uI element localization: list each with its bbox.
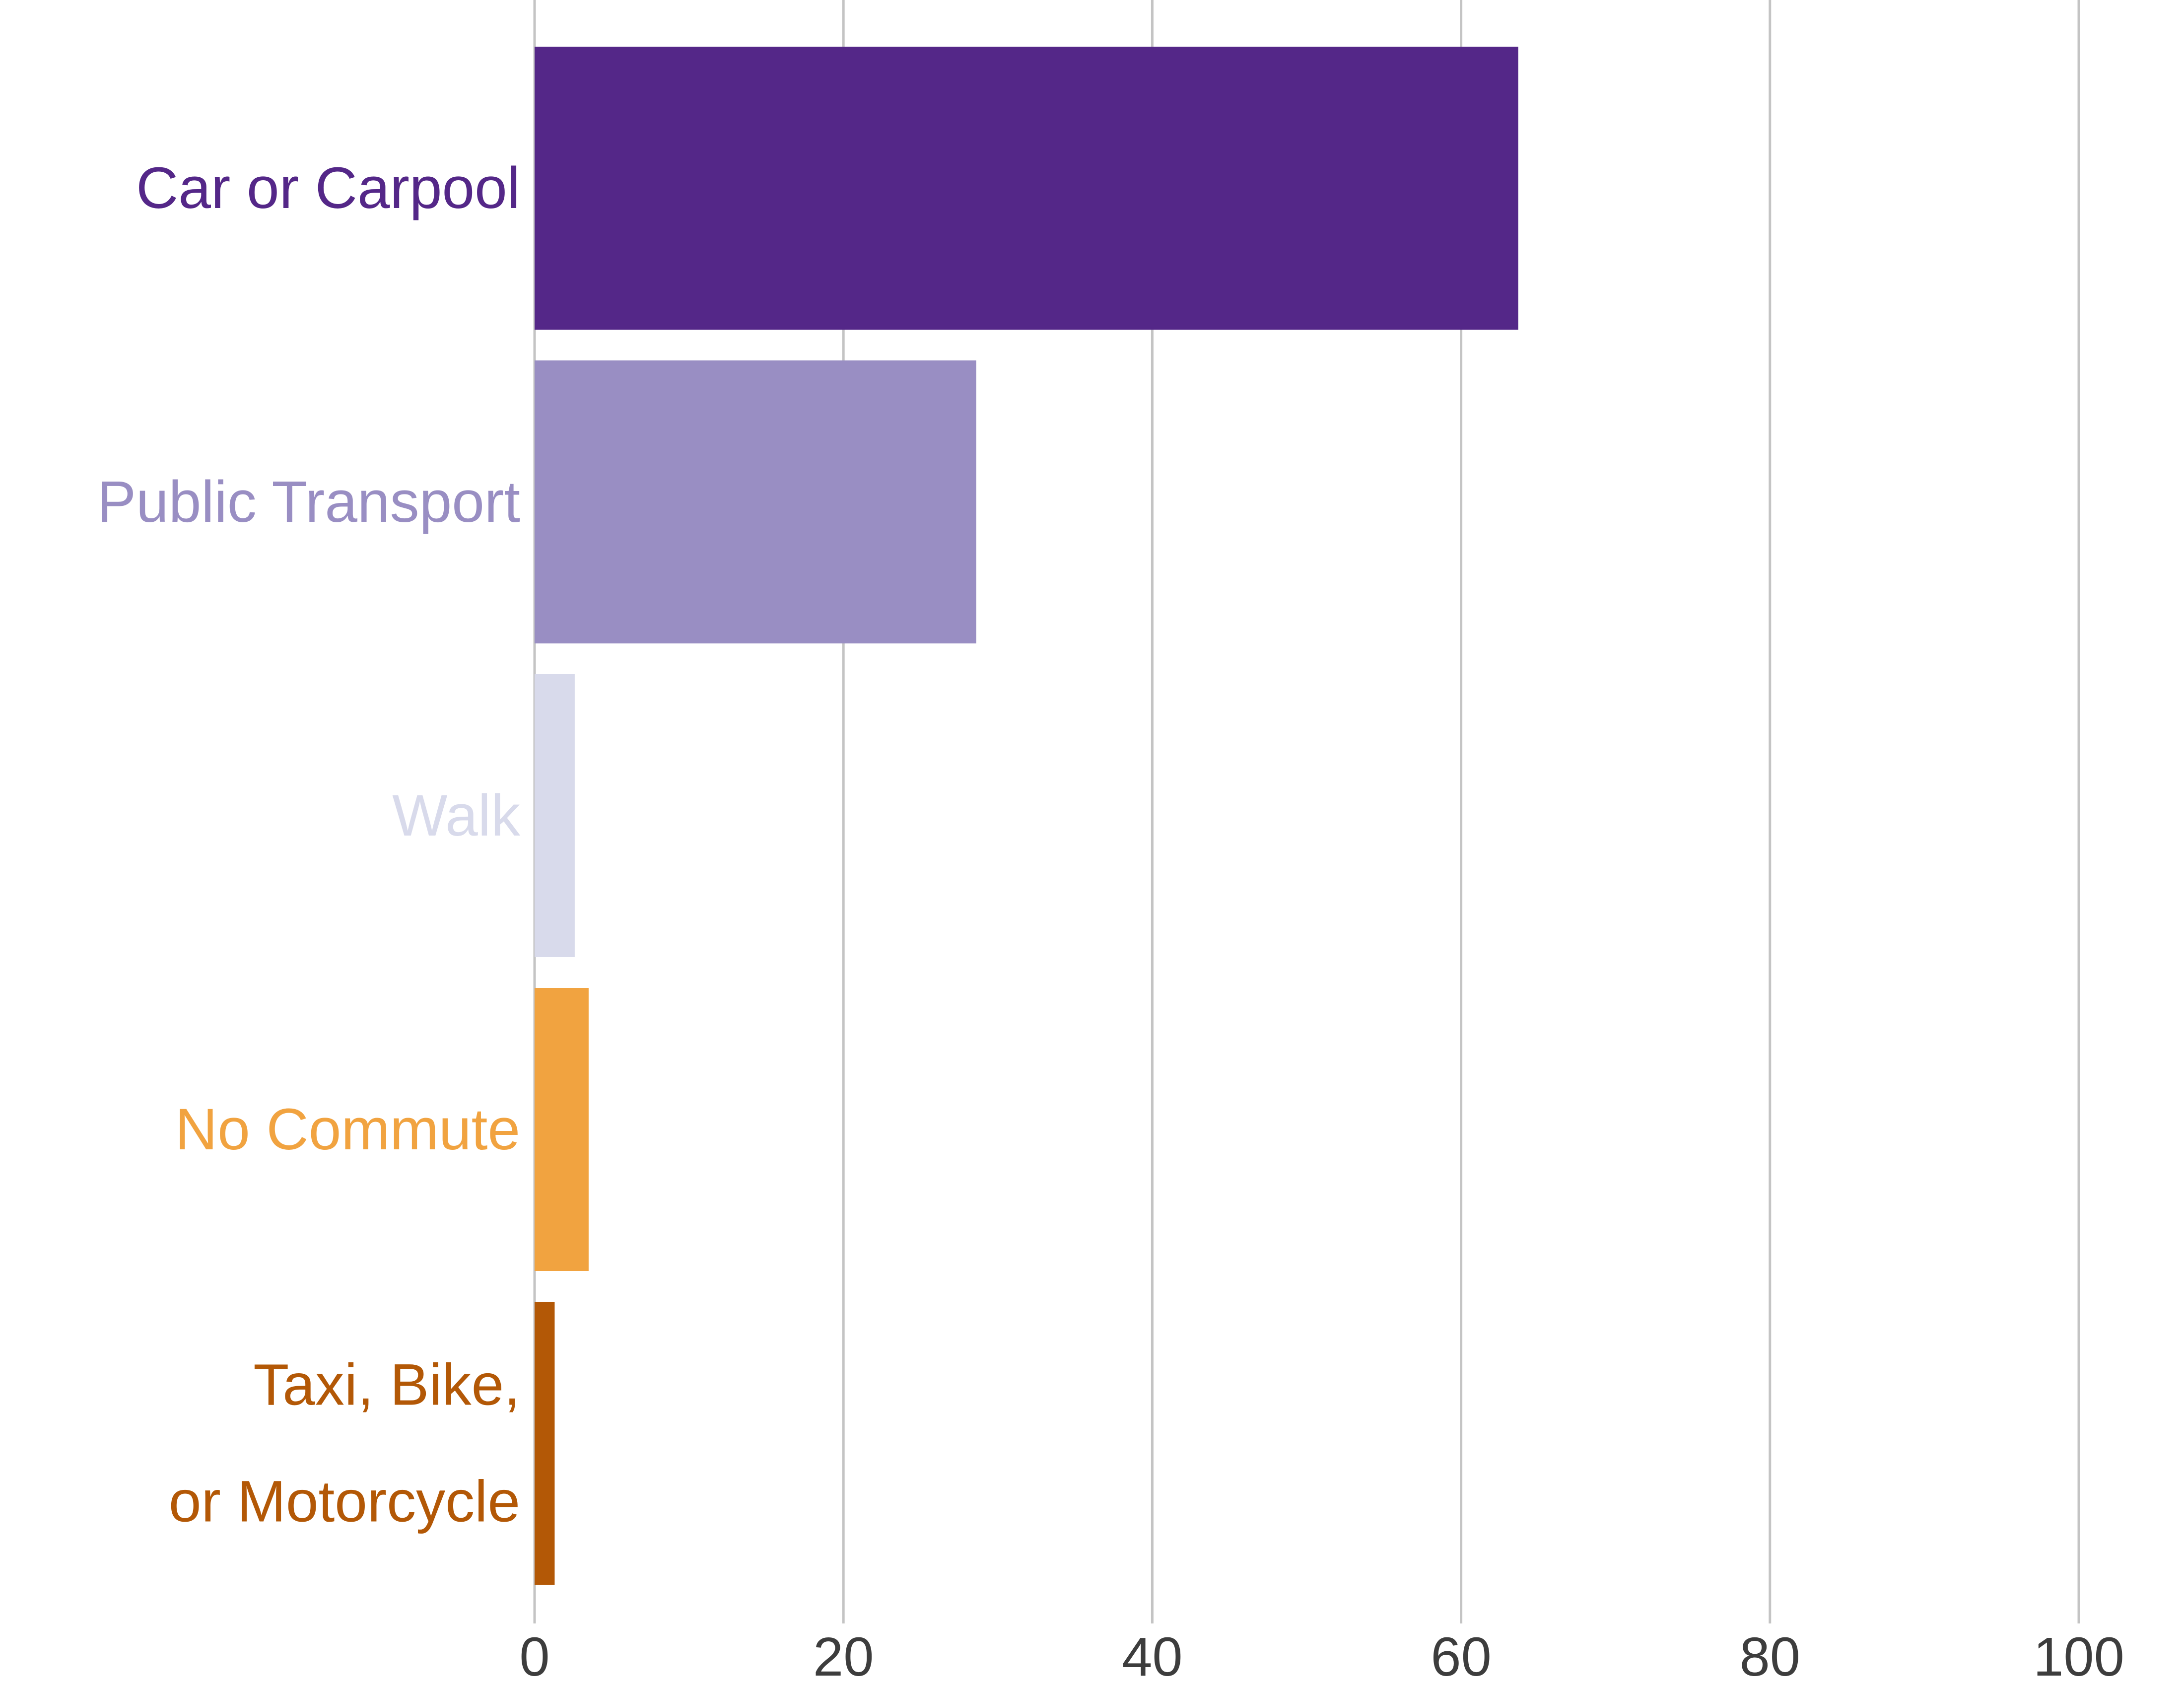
x-tick-label-100: 100 xyxy=(2033,1626,2124,1688)
bar-car-or-carpool xyxy=(535,47,1518,330)
bar-taxi-bike-or-motorcycle xyxy=(535,1302,555,1585)
category-label-line: No Commute xyxy=(175,1097,520,1162)
x-tick-label-0: 0 xyxy=(519,1626,549,1688)
x-axis-ticks: 0 20 40 60 80 100 xyxy=(519,1626,2124,1688)
category-label-line: Car or Carpool xyxy=(136,155,520,221)
category-label-line: Walk xyxy=(392,783,521,848)
bar-public-transport xyxy=(535,360,976,643)
x-tick-label-20: 20 xyxy=(813,1626,874,1688)
x-tick-label-60: 60 xyxy=(1431,1626,1491,1688)
category-labels: Car or Carpool Public Transport Walk No Com… xyxy=(97,155,521,1535)
category-label-car-or-carpool: Car or Carpool xyxy=(136,155,520,221)
category-label-line: Public Transport xyxy=(97,469,520,535)
x-tick-label-40: 40 xyxy=(1122,1626,1182,1688)
category-label-public-transport: Public Transport xyxy=(97,469,520,535)
category-label-taxi-bike-or-motorcycle: Taxi, Bike, or Motorcycle xyxy=(169,1352,520,1535)
bars xyxy=(535,47,1518,1585)
category-label-walk: Walk xyxy=(392,783,521,848)
category-label-line: or Motorcycle xyxy=(169,1469,520,1535)
category-label-line: Taxi, Bike, xyxy=(253,1352,520,1418)
x-tick-label-80: 80 xyxy=(1740,1626,1800,1688)
category-label-no-commute: No Commute xyxy=(175,1097,520,1162)
bar-walk xyxy=(535,674,575,957)
bar-no-commute xyxy=(535,988,589,1271)
